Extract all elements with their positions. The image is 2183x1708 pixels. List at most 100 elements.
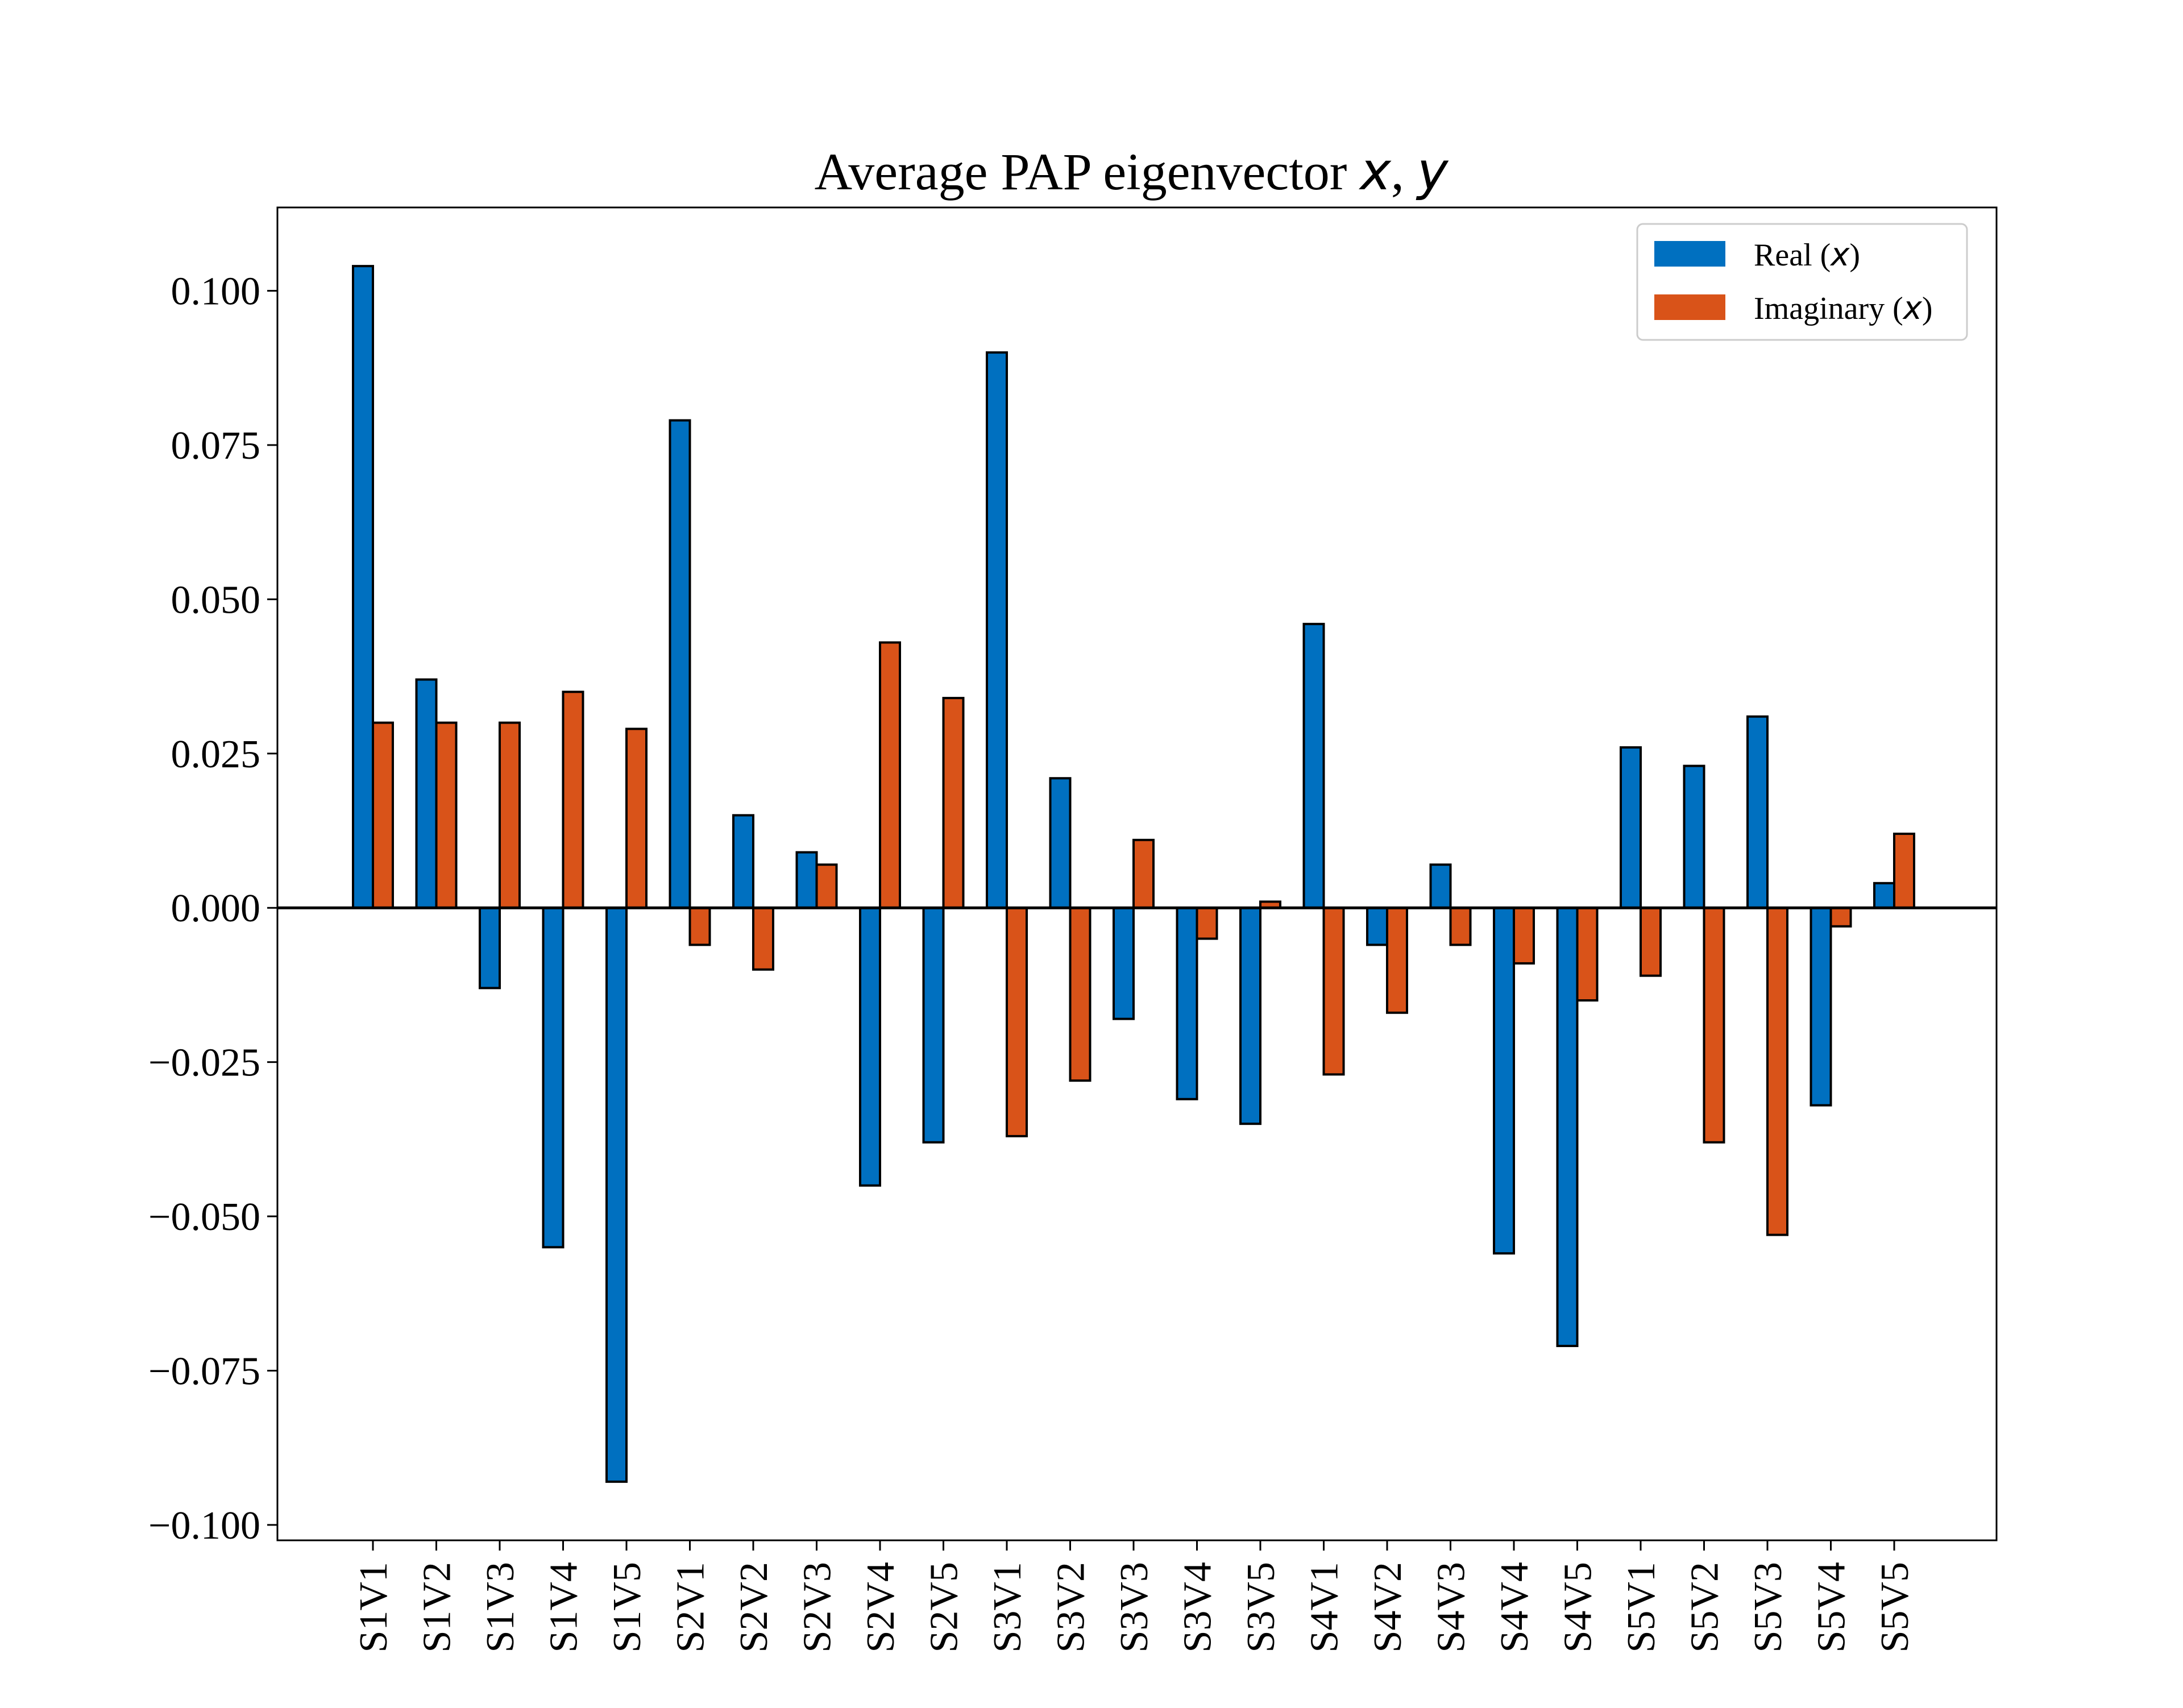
legend-label-real: Real (x) (1754, 236, 1860, 273)
bar-imaginary-s4v1 (1322, 907, 1345, 1076)
x-tick-label: S1V1 (352, 1562, 396, 1652)
bar-imaginary-s2v2 (752, 907, 774, 971)
bar-real-s2v4 (859, 907, 881, 1187)
chart-title-var-y: y (1416, 141, 1449, 202)
bar-imaginary-s3v1 (1006, 907, 1028, 1137)
y-axis: 0.100 0.075 0.050 0.025 0.000 −0.025 −0.050 −0.… (148, 270, 277, 1548)
bar-real-s2v5 (922, 907, 945, 1144)
legend-label-imaginary: Imaginary (x) (1754, 290, 1933, 327)
bar-real-s1v5 (605, 907, 628, 1483)
x-tick-label: S2V2 (732, 1562, 776, 1652)
bar-real-s1v3 (479, 907, 501, 990)
chart-title-separator: , (1391, 143, 1417, 201)
x-tick-label: S2V4 (859, 1562, 903, 1652)
bar-real-s5v1 (1620, 746, 1642, 909)
bar-real-s3v5 (1239, 907, 1261, 1125)
bar-real-s2v1 (669, 419, 691, 909)
legend-swatch-imaginary (1654, 294, 1725, 320)
bar-real-s4v2 (1366, 907, 1388, 946)
x-tick-label: S3V5 (1239, 1562, 1283, 1652)
bar-real-s3v4 (1176, 907, 1198, 1100)
bar-imaginary-s5v4 (1829, 907, 1852, 928)
bar-real-s1v2 (415, 678, 438, 909)
x-axis: S1V1 S1V2 S1V3 S1V4 S1V5 S2V1 S2V2 S2V3 S2V4 S2V5… (352, 1540, 1917, 1652)
x-tick-label: S3V2 (1049, 1562, 1093, 1652)
y-tick-label: −0.050 (148, 1195, 260, 1239)
chart-title-text: Average PAP eigenvector (815, 143, 1360, 201)
legend-label-imaginary-text: Imaginary ( (1754, 291, 1903, 326)
bar-real-s5v3 (1746, 715, 1769, 909)
x-tick-label: S1V2 (416, 1562, 459, 1652)
bar-imaginary-s4v3 (1449, 907, 1472, 946)
x-tick-label: S4V1 (1303, 1562, 1347, 1652)
legend: Real (x) Imaginary (x) (1636, 223, 1968, 341)
x-tick-label: S3V1 (986, 1562, 1030, 1652)
bar-imaginary-s4v5 (1576, 907, 1599, 1002)
y-tick-label: −0.075 (148, 1349, 260, 1393)
x-tick-label: S4V4 (1493, 1562, 1537, 1652)
legend-label-real-suffix: ) (1849, 238, 1860, 273)
bar-imaginary-s5v3 (1766, 907, 1788, 1236)
x-tick-label: S5V5 (1873, 1562, 1917, 1652)
x-tick-label: S5V3 (1746, 1562, 1790, 1652)
x-tick-label: S2V1 (669, 1562, 713, 1652)
legend-label-real-var: x (1829, 236, 1850, 273)
bar-imaginary-s2v1 (688, 907, 711, 946)
x-tick-label: S4V3 (1430, 1562, 1474, 1652)
y-tick-label: 0.100 (171, 270, 261, 314)
x-tick-label: S5V1 (1620, 1562, 1663, 1652)
x-tick-label: S4V2 (1366, 1562, 1410, 1652)
bar-real-s1v1 (352, 265, 374, 909)
x-tick-label: S1V5 (605, 1562, 649, 1652)
bar-imaginary-s2v4 (879, 641, 901, 909)
bar-real-s4v1 (1302, 622, 1325, 909)
legend-label-imaginary-var: x (1902, 290, 1923, 327)
bar-real-s5v5 (1873, 882, 1895, 909)
plot-frame (276, 206, 1998, 1541)
bar-imaginary-s1v2 (435, 721, 458, 909)
x-tick-label: S2V5 (923, 1562, 966, 1652)
bars-layer (352, 265, 1915, 1483)
bar-imaginary-s2v3 (815, 863, 838, 909)
x-tick-label: S4V5 (1557, 1562, 1600, 1652)
bar-imaginary-s5v1 (1640, 907, 1662, 977)
bar-real-s1v4 (542, 907, 565, 1249)
x-tick-label: S1V4 (542, 1562, 586, 1652)
x-tick-label: S3V4 (1176, 1562, 1220, 1652)
x-tick-label: S1V3 (479, 1562, 522, 1652)
bar-real-s3v2 (1049, 777, 1072, 909)
y-tick-label: −0.100 (148, 1504, 260, 1548)
bar-real-s3v1 (986, 351, 1008, 909)
bar-imaginary-s4v2 (1386, 907, 1408, 1014)
y-tick-label: 0.050 (171, 578, 261, 622)
bar-real-s4v4 (1493, 907, 1515, 1255)
bar-imaginary-s5v5 (1893, 832, 1915, 909)
bar-imaginary-s1v5 (625, 728, 648, 909)
y-tick-label: 0.025 (171, 733, 261, 776)
bar-imaginary-s1v4 (562, 691, 584, 909)
y-tick-label: 0.075 (171, 424, 261, 468)
bar-real-s2v3 (795, 851, 818, 909)
legend-swatch-real (1654, 241, 1725, 267)
bar-imaginary-s3v3 (1132, 838, 1155, 909)
bar-imaginary-s3v4 (1196, 907, 1218, 940)
bar-real-s3v3 (1113, 907, 1135, 1020)
y-tick-label: 0.000 (171, 887, 261, 930)
x-tick-label: S5V2 (1683, 1562, 1727, 1652)
chart-title-var-x: x (1358, 141, 1392, 202)
x-tick-label: S5V4 (1810, 1562, 1854, 1652)
legend-label-imaginary-suffix: ) (1922, 291, 1933, 326)
bar-imaginary-s5v2 (1703, 907, 1725, 1144)
legend-label-real-text: Real ( (1754, 238, 1831, 273)
bar-real-s2v2 (732, 814, 754, 909)
bar-real-s5v4 (1810, 907, 1832, 1107)
chart-title: Average PAP eigenvector x, y (815, 141, 1449, 202)
x-tick-label: S2V3 (796, 1562, 840, 1652)
bar-imaginary-s3v2 (1069, 907, 1092, 1082)
x-tick-label: S3V3 (1113, 1562, 1156, 1652)
bar-real-s4v3 (1429, 863, 1452, 909)
bar-imaginary-s4v4 (1513, 907, 1535, 965)
bar-real-s4v5 (1556, 907, 1579, 1348)
